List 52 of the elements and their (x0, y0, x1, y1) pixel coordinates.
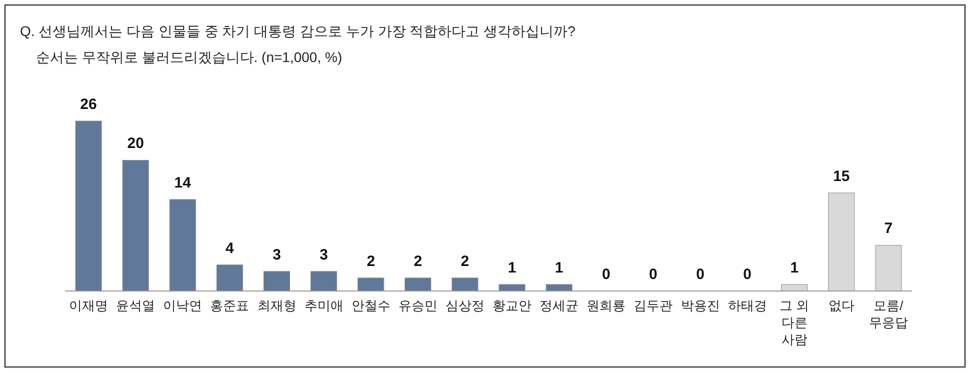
x-tick-label: 모름/무응답 (868, 298, 908, 330)
bar (358, 278, 384, 292)
chart-title: Q. 선생님께서는 다음 인물들 중 차기 대통령 감으로 누가 가장 적합하다고 생각하십니까? (20, 23, 576, 39)
data-label: 2 (414, 252, 422, 270)
x-tick-label: 없다 (828, 298, 854, 313)
bar (169, 199, 196, 292)
data-label: 1 (790, 259, 799, 276)
data-label: 20 (127, 135, 144, 152)
data-label: 0 (696, 266, 704, 283)
data-label: 4 (226, 240, 235, 257)
x-tick-label: 이재명 (69, 298, 108, 313)
bar (498, 284, 526, 292)
data-label: 1 (554, 259, 564, 276)
x-tick-label: 최재형 (257, 298, 296, 313)
bar (264, 271, 290, 292)
bar (828, 192, 855, 292)
bar (310, 271, 338, 292)
bar (404, 278, 432, 292)
chart-subtitle: 순서는 무작위로 불러드리겠습니다. (n=1,000, %) (36, 49, 342, 65)
data-label: 15 (833, 168, 850, 185)
data-label: 0 (649, 266, 658, 283)
x-tick-label: 홍준표 (210, 298, 250, 313)
bar (122, 160, 149, 292)
x-tick-label: 박용진 (680, 298, 720, 313)
data-label: 0 (743, 266, 752, 283)
x-tick-label: 정세균 (540, 298, 579, 313)
bar (875, 244, 902, 292)
x-tick-label: 하태경 (728, 298, 767, 313)
bar (216, 264, 243, 292)
x-tick-label: 김두관 (634, 298, 673, 313)
x-tick-label: 그 외 다른 사람 (780, 298, 810, 347)
bar (546, 284, 572, 292)
x-tick-label: 유승민 (398, 298, 438, 313)
data-label: 14 (174, 174, 192, 192)
x-tick-label: 이낙연 (163, 298, 202, 313)
data-label: 2 (460, 252, 470, 270)
bar (781, 284, 808, 292)
x-tick-label: 안철수 (351, 298, 390, 313)
x-tick-label: 추미애 (304, 298, 344, 313)
data-label: 26 (80, 96, 97, 113)
data-label: 7 (884, 220, 893, 238)
data-label: 3 (320, 246, 328, 264)
x-tick-label: 원희룡 (586, 298, 626, 313)
x-tick-label: 윤석열 (116, 298, 156, 313)
data-label: 2 (366, 252, 376, 270)
data-label: 0 (602, 266, 610, 283)
x-tick-label: 황교안 (492, 298, 532, 313)
x-tick-label: 심상정 (445, 298, 484, 313)
bar (452, 278, 478, 292)
bar (75, 120, 102, 292)
data-label: 1 (508, 259, 516, 276)
data-label: 3 (272, 246, 281, 264)
